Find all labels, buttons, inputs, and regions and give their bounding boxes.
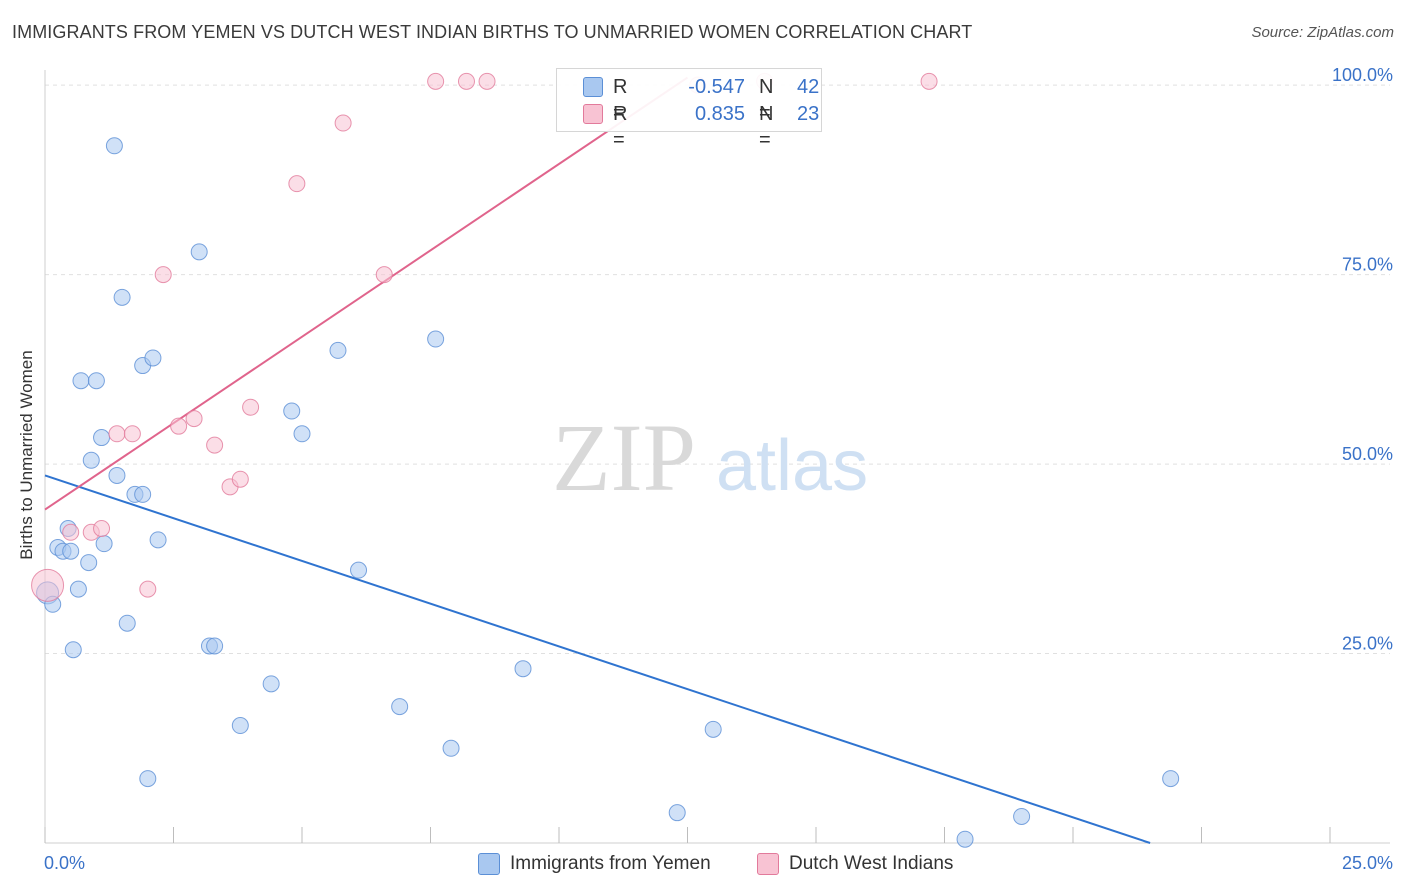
bottom-legend-swatch-yemen	[478, 853, 500, 875]
y-tick-labels: 100.0% 75.0% 50.0% 25.0%	[1332, 65, 1393, 653]
point-dutch	[242, 398, 260, 416]
point-dutch	[31, 568, 65, 602]
point-yemen	[64, 641, 82, 659]
point-dutch	[206, 436, 224, 454]
y-tick-label: 75.0%	[1342, 255, 1393, 275]
point-yemen	[391, 698, 409, 716]
legend-n-value: 23	[797, 103, 820, 125]
bottom-legend-label-dutch: Dutch West Indians	[789, 853, 954, 874]
point-yemen	[105, 137, 123, 155]
point-yemen	[1013, 807, 1031, 825]
x-tick-label: 25.0%	[1342, 853, 1393, 873]
y-tick-label: 50.0%	[1342, 444, 1393, 464]
point-dutch	[108, 425, 126, 443]
point-yemen	[62, 542, 80, 560]
data-points	[31, 72, 1180, 848]
point-yemen	[514, 660, 532, 678]
chart-title: IMMIGRANTS FROM YEMEN VS DUTCH WEST INDI…	[12, 22, 973, 42]
bottom-legend-label-yemen: Immigrants from Yemen	[510, 853, 711, 874]
x-tick-label: 0.0%	[44, 853, 85, 873]
point-yemen	[231, 717, 249, 735]
watermark-zip: ZIP	[552, 404, 696, 511]
point-yemen	[442, 739, 460, 757]
point-dutch	[288, 175, 306, 193]
x-tick-labels: 0.0% 25.0%	[44, 853, 1393, 873]
axes	[44, 70, 1390, 844]
bottom-legend-swatch-dutch	[757, 853, 779, 875]
point-yemen	[350, 561, 368, 579]
point-yemen	[668, 804, 686, 822]
point-yemen	[293, 425, 311, 443]
watermark-atlas: atlas	[716, 426, 868, 506]
point-yemen	[95, 535, 113, 553]
point-yemen	[206, 637, 224, 655]
legend-swatch-yemen	[583, 77, 603, 97]
watermark: ZIP atlas	[552, 404, 868, 511]
point-yemen	[108, 466, 126, 484]
point-yemen	[427, 330, 445, 348]
y-tick-label: 25.0%	[1342, 634, 1393, 654]
point-yemen	[87, 372, 105, 390]
legend-n-label: N =	[759, 103, 774, 151]
legend-r-label: R =	[613, 76, 628, 124]
point-dutch	[231, 470, 249, 488]
point-yemen	[69, 580, 87, 598]
point-yemen	[72, 372, 90, 390]
y-axis-label: Births to Unmarried Women	[17, 350, 36, 560]
legend-n-label: N =	[759, 76, 774, 124]
point-dutch	[920, 72, 938, 90]
point-dutch	[154, 266, 172, 284]
point-yemen	[134, 485, 152, 503]
stats-legend: R = -0.547 N = 42 R = 0.835 N = 23	[556, 68, 822, 151]
point-yemen	[1162, 770, 1180, 788]
point-yemen	[93, 429, 111, 447]
point-yemen	[144, 349, 162, 367]
point-dutch	[334, 114, 352, 132]
point-yemen	[113, 288, 131, 306]
point-yemen	[329, 341, 347, 359]
point-yemen	[149, 531, 167, 549]
grid-lines	[45, 84, 1390, 655]
point-dutch	[62, 523, 80, 541]
point-dutch	[139, 580, 157, 598]
y-tick-label: 100.0%	[1332, 65, 1393, 85]
point-yemen	[118, 614, 136, 632]
point-dutch	[375, 266, 393, 284]
point-dutch	[185, 410, 203, 428]
point-dutch	[457, 72, 475, 90]
point-yemen	[139, 770, 157, 788]
trendline-dutch	[44, 76, 689, 511]
point-yemen	[80, 554, 98, 572]
legend-n-value: 42	[797, 76, 820, 98]
point-yemen	[82, 451, 100, 469]
point-yemen	[283, 402, 301, 420]
point-yemen	[262, 675, 280, 693]
point-dutch	[93, 519, 111, 537]
trendline-yemen	[44, 474, 1151, 844]
source-label: Source: ZipAtlas.com	[1251, 24, 1394, 41]
point-dutch	[170, 417, 188, 435]
legend-r-value: 0.835	[694, 103, 745, 125]
point-yemen	[704, 720, 722, 738]
legend-r-label: R =	[613, 103, 628, 151]
point-yemen	[190, 243, 208, 261]
point-yemen	[956, 830, 974, 848]
trendlines	[44, 76, 1151, 844]
legend-r-value: -0.547	[688, 76, 745, 98]
point-dutch	[427, 72, 445, 90]
point-dutch	[478, 72, 496, 90]
legend-swatch-dutch	[583, 104, 603, 124]
point-dutch	[123, 425, 141, 443]
